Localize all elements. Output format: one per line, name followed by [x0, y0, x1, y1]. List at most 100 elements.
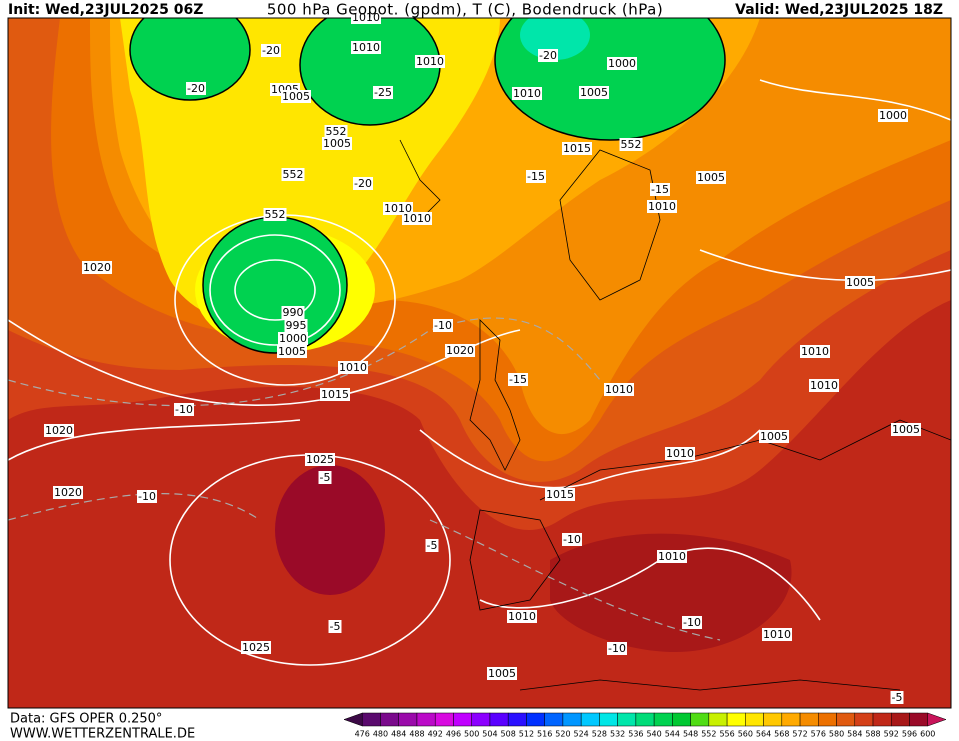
contour-label-text: 995 — [286, 319, 307, 332]
contour-label: 552 — [263, 208, 287, 221]
colorbar-label: 556 — [719, 730, 734, 739]
colorbar-swatch — [726, 712, 746, 727]
contour-label: -10 — [607, 642, 627, 655]
colorbar-label: 584 — [847, 730, 862, 739]
colorbar-swatch — [398, 712, 418, 727]
contour-label-box — [562, 533, 582, 546]
colorbar-label: 532 — [610, 730, 625, 739]
contour-label-box — [487, 667, 517, 680]
colorbar-label: 576 — [811, 730, 826, 739]
contour-label-box — [53, 486, 83, 499]
colorbar-label: 564 — [756, 730, 771, 739]
contour-label: 1000 — [878, 109, 908, 122]
colorbar-swatch — [708, 712, 728, 727]
contour-label-text: 1005 — [697, 171, 725, 184]
contour-label-box — [657, 550, 687, 563]
colorbar-label: 560 — [738, 730, 753, 739]
contour-label: -5 — [425, 539, 439, 552]
colorbar-label: 552 — [701, 730, 716, 739]
contour-label-text: 1020 — [45, 424, 73, 437]
contour-label-text: 1015 — [546, 488, 574, 501]
contour-label-text: 1010 — [403, 212, 431, 225]
contour-label-text: -10 — [138, 490, 156, 503]
contour-label-text: 1005 — [760, 430, 788, 443]
contour-label-box — [526, 170, 546, 183]
colorbar-swatch — [909, 712, 929, 727]
contour-label-text: -15 — [651, 183, 669, 196]
contour-label-box — [353, 177, 373, 190]
contour-label: 1020 — [445, 344, 475, 357]
contour-label-box — [44, 424, 74, 437]
contour-label-box — [562, 142, 592, 155]
low-centre — [202, 216, 348, 354]
contour-label: -5 — [318, 471, 332, 484]
contour-label-text: -10 — [434, 319, 452, 332]
contour-label: 1005 — [322, 137, 352, 150]
init-time: Init: Wed,23JUL2025 06Z — [8, 2, 203, 18]
colorbar-swatch — [507, 712, 527, 727]
contour-label-text: 1010 — [352, 41, 380, 54]
colorbar-label: 592 — [884, 730, 899, 739]
colorbar-swatch — [781, 712, 801, 727]
colorbar-swatch — [891, 712, 910, 727]
contour-label-text: 1010 — [513, 87, 541, 100]
contour-label: -10 — [433, 319, 453, 332]
contour-label-box — [324, 125, 348, 138]
colorbar-swatch — [544, 712, 564, 727]
colorbar-label: 500 — [464, 730, 479, 739]
contour-label-text: 1005 — [580, 86, 608, 99]
colorbar-swatch — [471, 712, 491, 727]
contour-label-box — [137, 490, 157, 503]
contour-label: 1005 — [487, 667, 517, 680]
contour-label-box — [607, 642, 627, 655]
contour-label: 1010 — [512, 87, 542, 100]
colorbar-swatch — [745, 712, 764, 727]
contour-label: 1015 — [562, 142, 592, 155]
contour-label-box — [373, 86, 393, 99]
contour-label-box — [263, 208, 287, 221]
contour-label-box — [415, 55, 445, 68]
colorbar-label: 512 — [519, 730, 534, 739]
contour-label: 1010 — [351, 41, 381, 54]
contour-label: -10 — [174, 403, 194, 416]
contour-label-text: 1020 — [446, 344, 474, 357]
contour-label: 1020 — [44, 424, 74, 437]
field-band — [550, 533, 792, 652]
contour-label: 1010 — [415, 55, 445, 68]
contour-label-box — [759, 430, 789, 443]
contour-label-text: 1005 — [892, 423, 920, 436]
contour-label-text: -10 — [563, 533, 581, 546]
colorbar-swatch — [361, 712, 381, 727]
contour-label-box — [800, 345, 830, 358]
colorbar-label: 596 — [902, 730, 917, 739]
contour-label-text: 1005 — [278, 345, 306, 358]
colorbar-swatch — [799, 712, 819, 727]
contour-label-box — [665, 447, 695, 460]
colorbar-label: 520 — [555, 730, 570, 739]
contour-label-box — [445, 344, 475, 357]
contour-label-text: -20 — [187, 82, 205, 95]
contour-label-box — [538, 49, 558, 62]
contour-label-text: 1010 — [352, 11, 380, 24]
low-centre — [129, 18, 251, 101]
data-source: Data: GFS OPER 0.250° — [10, 712, 162, 727]
colorbar-swatch — [380, 712, 399, 727]
contour-label: -25 — [373, 86, 393, 99]
contour-label: 1005 — [891, 423, 921, 436]
contour-label: 1010 — [762, 628, 792, 641]
contour-label-text: 552 — [621, 138, 642, 151]
contour-label-box — [647, 200, 677, 213]
contour-label-text: 1010 — [810, 379, 838, 392]
contour-label-text: -10 — [608, 642, 626, 655]
contour-label: 552 — [324, 125, 348, 138]
contour-label: -10 — [682, 616, 702, 629]
contour-label-text: 1025 — [306, 453, 334, 466]
colorbar-label: 524 — [574, 730, 589, 739]
colorbar: 476 480 484 488 492 496 500 504 508 512 516 520 524 5… — [343, 712, 947, 739]
colorbar-label: 504 — [482, 730, 497, 739]
contour-label: 1020 — [53, 486, 83, 499]
colorbar-swatch — [580, 712, 600, 727]
contour-label-box — [890, 691, 904, 704]
contour-label-box — [351, 11, 381, 24]
